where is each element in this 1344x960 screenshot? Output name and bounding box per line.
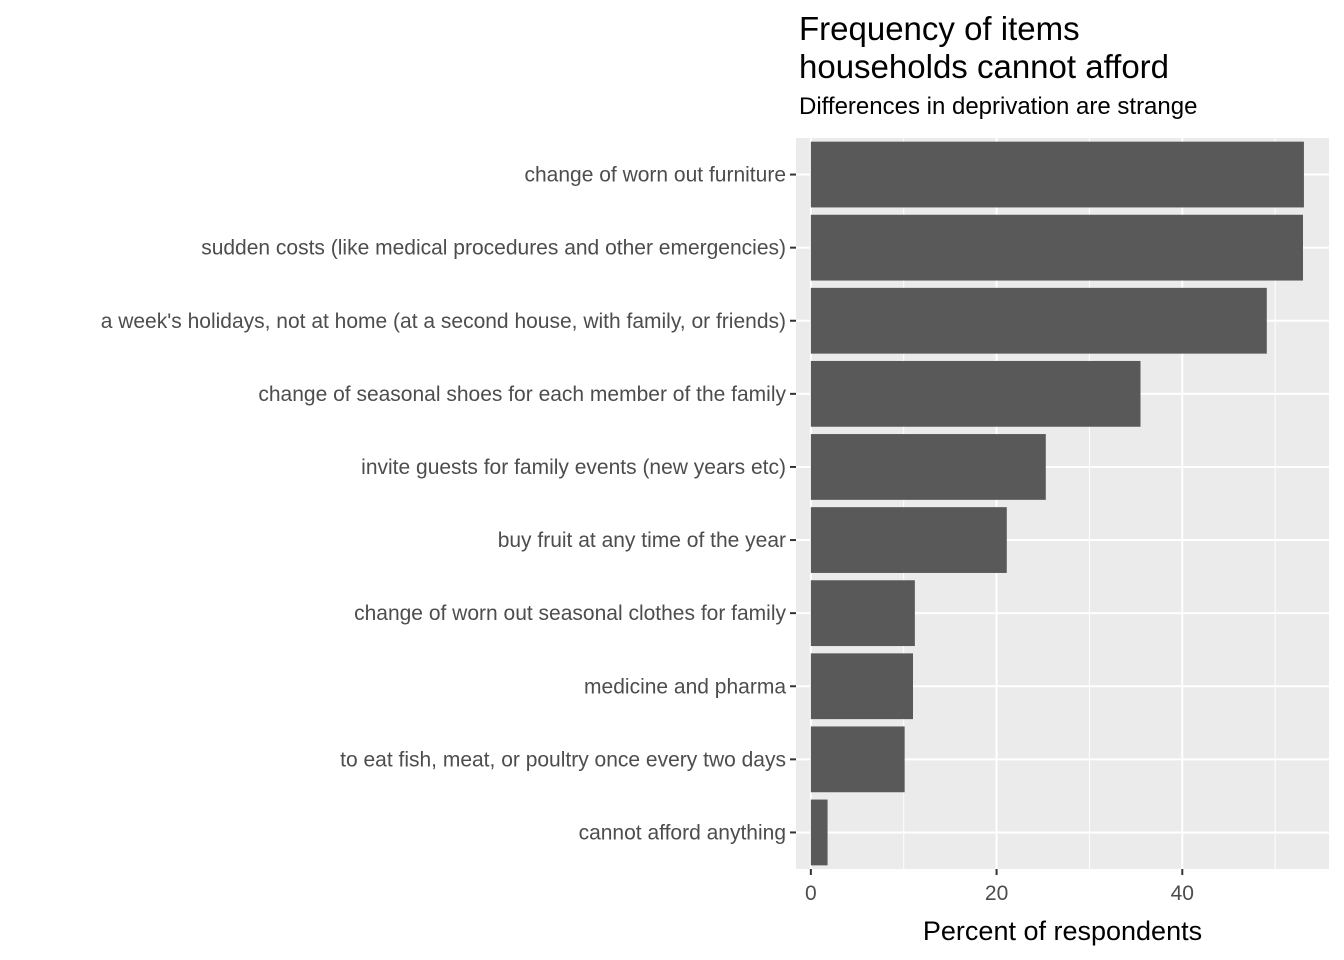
y-tick-label: change of seasonal shoes for each member… (258, 383, 786, 406)
chart-subtitle: Differences in deprivation are strange (799, 93, 1198, 120)
bar (810, 726, 905, 793)
x-tick-label: 20 (985, 882, 1008, 905)
bar (810, 360, 1141, 427)
bar (810, 141, 1304, 208)
bar (810, 434, 1046, 500)
bar (810, 507, 1007, 573)
y-tick-label: cannot afford anything (579, 821, 786, 844)
x-axis-title: Percent of respondents (923, 916, 1202, 946)
bar (810, 287, 1267, 354)
y-tick-label: buy fruit at any time of the year (498, 529, 786, 552)
y-tick-label: change of worn out seasonal clothes for … (354, 602, 786, 625)
y-tick-label: invite guests for family events (new yea… (361, 456, 786, 479)
chart-title: Frequency of items households cannot aff… (799, 10, 1169, 86)
y-tick-label: sudden costs (like medical procedures an… (201, 237, 786, 260)
x-tick-label: 0 (805, 882, 817, 905)
chart-title-line-2: households cannot afford (799, 48, 1170, 85)
bar (810, 214, 1303, 281)
bar (810, 653, 913, 720)
bar (810, 799, 828, 866)
bar (810, 580, 915, 647)
x-tick-label: 40 (1171, 882, 1194, 905)
y-tick-label: change of worn out furniture (525, 164, 787, 187)
chart-title-line-1: Frequency of items (799, 10, 1080, 47)
y-tick-label: a week's holidays, not at home (at a sec… (101, 310, 786, 333)
y-tick-label: to eat fish, meat, or poultry once every… (340, 748, 786, 771)
y-tick-label: medicine and pharma (584, 675, 786, 698)
